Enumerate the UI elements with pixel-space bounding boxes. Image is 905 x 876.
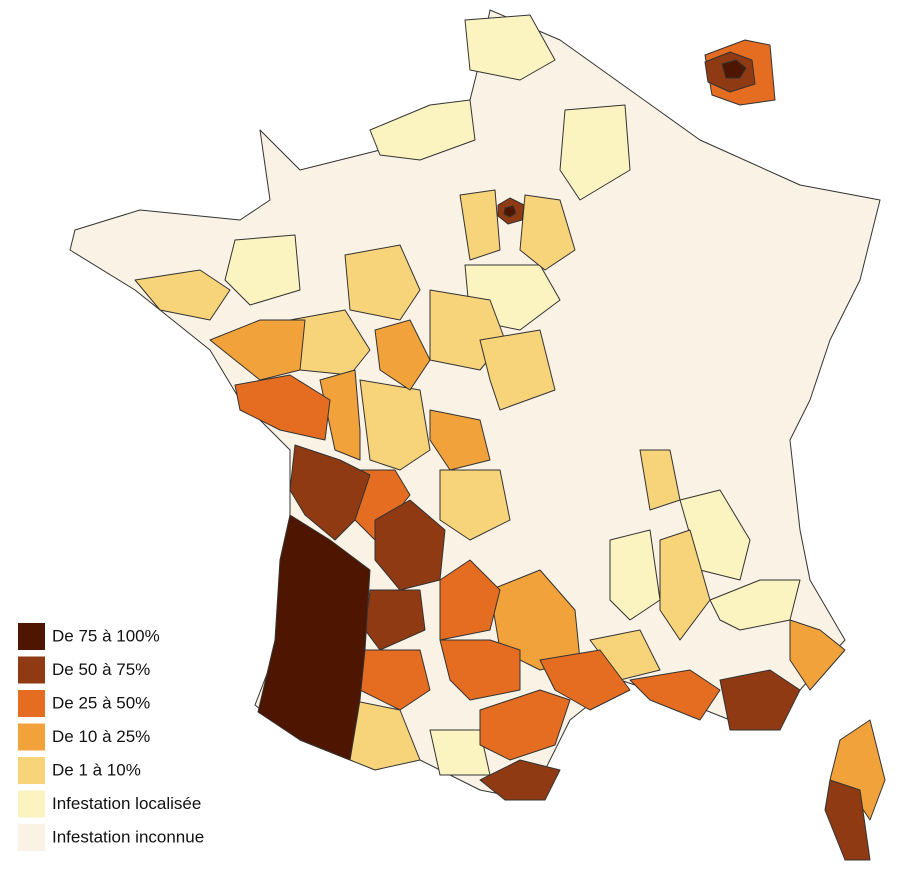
- department: [429, 409, 491, 471]
- department: [459, 189, 501, 261]
- legend-swatch: [18, 656, 45, 684]
- legend-label: De 1 à 10%: [52, 760, 141, 779]
- legend-label: De 10 à 25%: [52, 727, 150, 746]
- legend-label: De 25 à 50%: [52, 693, 150, 712]
- legend: De 75 à 100% De 50 à 75% De 25 à 50% De 10 …: [18, 623, 204, 851]
- department: [319, 369, 361, 461]
- department: [519, 194, 576, 271]
- department: [479, 759, 561, 801]
- regions: [69, 9, 886, 861]
- legend-swatch: [18, 824, 45, 851]
- department: [639, 449, 681, 511]
- department: [359, 379, 431, 471]
- department: [344, 244, 421, 321]
- legend-swatch: [18, 690, 45, 717]
- department: [134, 269, 231, 321]
- department: [559, 104, 631, 201]
- department: [289, 444, 371, 541]
- department: [479, 329, 556, 411]
- legend-label: De 50 à 75%: [52, 660, 150, 679]
- department: [789, 619, 846, 691]
- legend-swatch: [18, 723, 45, 751]
- department: [439, 639, 521, 701]
- legend-swatch: [18, 757, 45, 784]
- department: [824, 779, 871, 861]
- department: [374, 319, 431, 391]
- department: [609, 529, 661, 621]
- department: [721, 59, 747, 79]
- department: [629, 669, 721, 721]
- department: [369, 99, 476, 161]
- legend-swatch: [18, 790, 45, 818]
- department: [209, 319, 306, 381]
- legend-label: Infestation localisée: [52, 794, 201, 813]
- legend-label: Infestation inconnue: [52, 827, 204, 846]
- legend-swatch: [18, 623, 45, 650]
- department: [719, 669, 801, 731]
- department: [234, 374, 331, 441]
- department: [374, 499, 446, 591]
- department: [479, 689, 571, 761]
- legend-label: De 75 à 100%: [52, 626, 160, 645]
- department: [539, 649, 631, 711]
- department: [439, 559, 501, 641]
- department: [257, 514, 371, 761]
- department: [503, 205, 517, 218]
- department: [439, 469, 511, 541]
- department: [659, 529, 711, 641]
- department: [224, 234, 301, 306]
- department: [464, 14, 556, 81]
